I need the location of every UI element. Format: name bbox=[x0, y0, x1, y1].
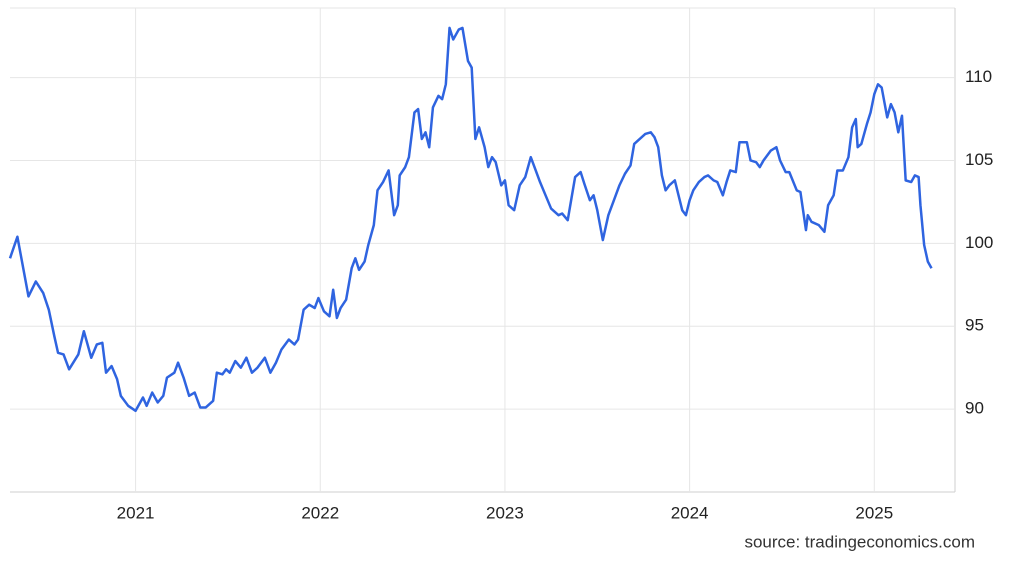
y-tick-label: 95 bbox=[965, 316, 984, 335]
price-line bbox=[8, 26, 933, 413]
y-tick-label: 110 bbox=[965, 67, 992, 86]
x-tick-label: 2024 bbox=[671, 503, 709, 522]
x-tick-label: 2025 bbox=[855, 503, 893, 522]
x-tick-label: 2023 bbox=[486, 503, 524, 522]
x-tick-label: 2022 bbox=[301, 503, 339, 522]
x-tick-label: 2021 bbox=[117, 503, 155, 522]
source: source: tradingeconomics.com bbox=[744, 532, 975, 551]
y-tick-label: 90 bbox=[965, 399, 984, 418]
y-tick-label: 105 bbox=[965, 150, 993, 169]
y-tick-label: 100 bbox=[965, 233, 993, 252]
